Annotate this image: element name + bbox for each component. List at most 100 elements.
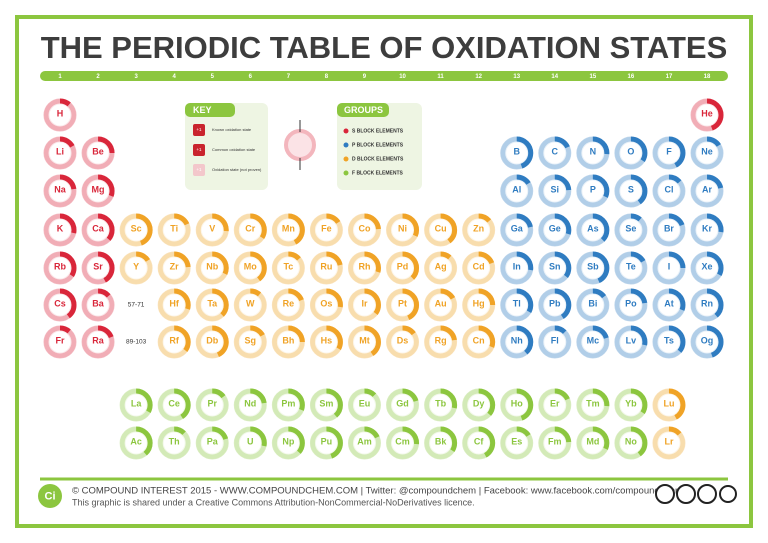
element-symbol: Yb xyxy=(625,398,637,408)
key-label: Common oxidation state xyxy=(212,147,256,152)
element-symbol: P xyxy=(590,184,596,194)
element-symbol: Pm xyxy=(281,398,295,408)
element-symbol: Sg xyxy=(245,335,257,345)
group-dot xyxy=(343,128,349,134)
element-core xyxy=(163,394,185,416)
element-arc xyxy=(690,288,724,322)
element-core xyxy=(353,294,375,316)
element-core xyxy=(620,180,642,202)
element-symbol: K xyxy=(57,223,64,233)
element-core xyxy=(49,294,71,316)
element-arc xyxy=(690,251,724,285)
title: THE PERIODIC TABLE OF OXIDATION STATES xyxy=(41,30,728,65)
element-arc xyxy=(43,98,77,132)
element-symbol: Cm xyxy=(395,436,410,446)
element-symbol: Au xyxy=(435,298,447,308)
element-core xyxy=(353,257,375,279)
element-arc xyxy=(690,98,724,132)
element-symbol: Sm xyxy=(319,398,333,408)
element-symbol: Gd xyxy=(396,398,409,408)
element-symbol: No xyxy=(625,436,637,446)
element-symbol: Db xyxy=(206,335,218,345)
element-core xyxy=(163,257,185,279)
element-arc xyxy=(43,288,77,322)
range-label: 89-103 xyxy=(126,339,147,346)
element-symbol: S xyxy=(628,184,634,194)
element-arc xyxy=(271,388,305,422)
group-number: 15 xyxy=(589,74,596,80)
key-example xyxy=(284,129,316,161)
element-symbol: Sb xyxy=(587,261,599,271)
element-arc xyxy=(652,174,686,208)
element-arc xyxy=(462,213,496,247)
element-arc xyxy=(462,388,496,422)
element-arc xyxy=(157,251,191,285)
element-arc xyxy=(386,426,420,460)
element-symbol: Ge xyxy=(549,223,561,233)
element-arc xyxy=(500,213,534,247)
group-number: 14 xyxy=(551,74,558,80)
element-arc xyxy=(576,213,610,247)
element-symbol: I xyxy=(668,261,671,271)
element-symbol: Ga xyxy=(511,223,524,233)
element-core xyxy=(506,142,528,164)
groups-tab xyxy=(337,103,389,117)
element-arc xyxy=(462,426,496,460)
element-arc xyxy=(614,426,648,460)
element-arc xyxy=(309,388,343,422)
footer-line: This graphic is shared under a Creative … xyxy=(72,497,475,507)
groups-title: GROUPS xyxy=(344,105,383,115)
element-symbol: Ba xyxy=(92,298,104,308)
element-core xyxy=(353,432,375,454)
element-arc xyxy=(462,325,496,359)
element-symbol: V xyxy=(209,223,215,233)
element-core xyxy=(163,432,185,454)
group-number: 1 xyxy=(58,74,62,80)
element-symbol: Xe xyxy=(702,261,713,271)
element-arc xyxy=(309,251,343,285)
element-arc xyxy=(386,213,420,247)
element-arc xyxy=(576,388,610,422)
element-symbol: Se xyxy=(625,223,636,233)
element-arc xyxy=(614,388,648,422)
element-arc xyxy=(81,325,115,359)
group-number: 11 xyxy=(437,74,444,80)
group-number: 10 xyxy=(399,74,406,80)
element-arc xyxy=(309,288,343,322)
element-arc xyxy=(309,426,343,460)
element-arc xyxy=(386,251,420,285)
element-arc xyxy=(81,136,115,170)
element-arc xyxy=(576,426,610,460)
element-arc xyxy=(500,288,534,322)
element-core xyxy=(544,219,566,241)
group-label: P BLOCK ELEMENTS xyxy=(352,142,404,148)
element-symbol: Ho xyxy=(511,398,523,408)
element-symbol: Kr xyxy=(702,223,712,233)
element-core xyxy=(658,257,680,279)
group-label: S BLOCK ELEMENTS xyxy=(352,128,404,134)
element-symbol: Hf xyxy=(169,298,179,308)
element-arc xyxy=(462,251,496,285)
element-symbol: Bh xyxy=(282,335,294,345)
element-symbol: Ca xyxy=(92,223,104,233)
element-arc xyxy=(309,325,343,359)
element-symbol: Cs xyxy=(54,298,66,308)
element-symbol: Ac xyxy=(130,436,142,446)
key-mark: +1 xyxy=(196,127,202,132)
element-arc xyxy=(614,288,648,322)
element-arc xyxy=(271,288,305,322)
element-core xyxy=(392,432,414,454)
element-core xyxy=(277,257,299,279)
element-core xyxy=(620,294,642,316)
group-label: D BLOCK ELEMENTS xyxy=(352,156,404,162)
element-symbol: C xyxy=(552,146,559,156)
element-core xyxy=(239,331,261,353)
element-symbol: Nh xyxy=(511,335,523,345)
element-symbol: Bi xyxy=(588,298,597,308)
element-core xyxy=(277,331,299,353)
element-arc xyxy=(576,325,610,359)
element-core xyxy=(658,394,680,416)
element-arc xyxy=(195,213,229,247)
element-core xyxy=(277,432,299,454)
